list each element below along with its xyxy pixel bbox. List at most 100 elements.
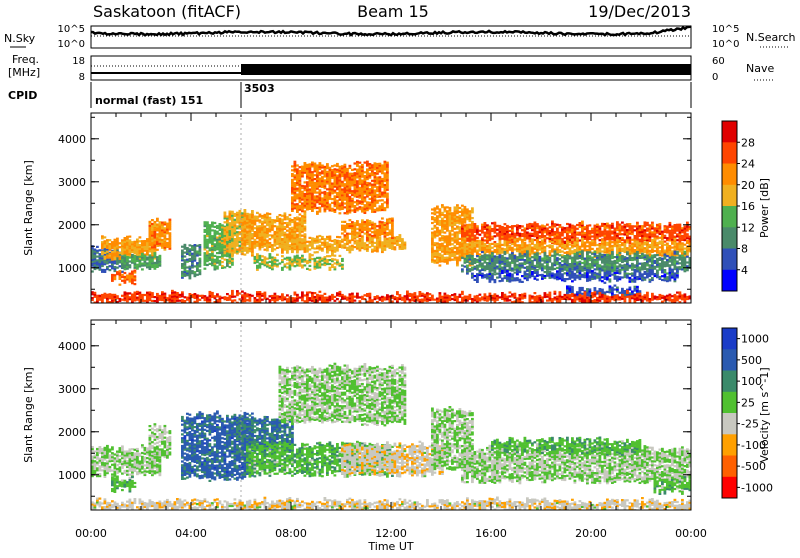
power-cell	[476, 265, 479, 267]
power-cell	[634, 245, 637, 247]
power-cell	[311, 245, 314, 247]
power-cell	[581, 245, 584, 247]
power-cell	[536, 241, 539, 243]
power-cell	[524, 229, 527, 231]
power-cell	[434, 217, 437, 219]
power-cell	[206, 252, 209, 254]
power-cell	[374, 172, 377, 174]
power-cell	[141, 265, 144, 267]
power-cell	[586, 234, 589, 236]
power-cell	[306, 203, 309, 205]
power-cell	[324, 246, 327, 248]
power-cell	[634, 249, 637, 251]
power-cell	[299, 227, 302, 229]
power-cell	[101, 241, 104, 243]
power-cell	[431, 239, 434, 241]
power-cell	[324, 238, 327, 240]
power-cell	[466, 257, 469, 259]
power-cell	[619, 231, 622, 233]
power-cell	[584, 234, 587, 236]
power-cell	[529, 240, 532, 242]
power-cell	[336, 178, 339, 180]
power-cell	[596, 237, 599, 239]
power-cell	[561, 232, 564, 234]
power-cell	[281, 244, 284, 246]
power-cell	[316, 238, 319, 240]
power-cell	[124, 239, 127, 241]
power-cell	[674, 236, 677, 238]
power-cell	[261, 223, 264, 225]
power-cell	[524, 227, 527, 229]
power-cell	[441, 235, 444, 237]
power-cell	[656, 224, 659, 226]
power-cell	[569, 229, 572, 231]
power-cell	[559, 224, 562, 226]
power-cell	[611, 249, 614, 251]
power-cell	[434, 234, 437, 236]
power-cell	[441, 212, 444, 214]
power-cell	[374, 234, 377, 236]
power-cell	[654, 227, 657, 229]
power-cell	[251, 230, 254, 232]
power-cell	[291, 200, 294, 202]
power-cell	[336, 259, 339, 261]
power-cell	[221, 253, 224, 255]
power-cell	[454, 224, 457, 226]
power-cell	[141, 253, 144, 255]
power-cell	[194, 252, 197, 254]
power-cell	[599, 228, 602, 230]
power-cell	[289, 238, 292, 240]
power-cell	[436, 221, 439, 223]
power-cell	[469, 216, 472, 218]
power-cell	[256, 216, 259, 218]
power-cell	[481, 241, 484, 243]
power-cell	[191, 247, 194, 249]
power-cell	[111, 253, 114, 255]
power-cell	[344, 172, 347, 174]
power-cell	[276, 226, 279, 228]
power-cell	[266, 243, 269, 245]
power-cell	[556, 247, 559, 249]
power-cell	[546, 228, 549, 230]
power-cell	[454, 245, 457, 247]
power-cell	[356, 176, 359, 178]
power-cell	[631, 233, 634, 235]
power-cell	[229, 212, 232, 214]
power-cell	[626, 237, 629, 239]
power-cell	[216, 246, 219, 248]
power-cell	[639, 244, 642, 246]
power-cell	[304, 172, 307, 174]
power-cell	[484, 256, 487, 258]
power-cell	[361, 195, 364, 197]
power-cell	[294, 163, 297, 165]
power-cell	[521, 251, 524, 253]
power-cell	[451, 247, 454, 249]
power-cell	[361, 176, 364, 178]
power-cell	[534, 222, 537, 224]
power-cell	[341, 208, 344, 210]
power-cell	[294, 233, 297, 235]
power-cell	[469, 244, 472, 246]
power-cell	[291, 196, 294, 198]
power-cell	[251, 241, 254, 243]
power-cell	[341, 173, 344, 175]
power-cell	[491, 238, 494, 240]
power-cell	[669, 232, 672, 234]
power-cell	[231, 264, 234, 266]
power-cell	[111, 276, 114, 278]
power-cell	[456, 208, 459, 210]
power-cell	[381, 192, 384, 194]
power-cell	[514, 235, 517, 237]
power-cell	[461, 222, 464, 224]
power-cell	[636, 224, 639, 226]
power-cell	[254, 262, 257, 264]
power-cell	[461, 235, 464, 237]
power-cell	[436, 223, 439, 225]
power-cell	[154, 248, 157, 250]
power-cell	[259, 257, 262, 259]
power-cell	[456, 220, 459, 222]
power-cell	[326, 196, 329, 198]
power-cell	[611, 245, 614, 247]
power-cell	[214, 263, 217, 265]
power-cell	[99, 255, 102, 257]
